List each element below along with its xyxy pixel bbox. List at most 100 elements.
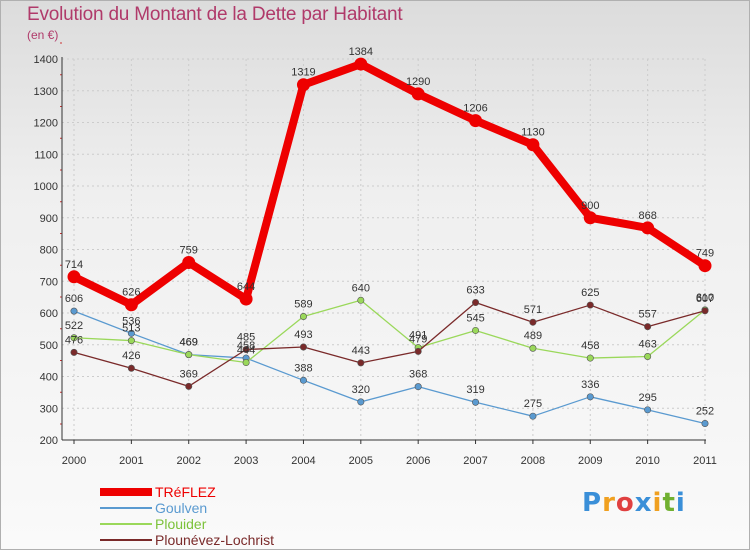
data-point bbox=[354, 57, 368, 71]
data-point bbox=[529, 318, 537, 326]
data-point bbox=[472, 326, 480, 334]
data-label: 443 bbox=[352, 345, 370, 357]
logo-letter: i bbox=[675, 488, 686, 518]
data-label: 1319 bbox=[291, 67, 315, 79]
data-label: 868 bbox=[638, 210, 656, 222]
legend-label: Plounévez-Lochrist bbox=[155, 532, 275, 548]
data-point bbox=[299, 376, 307, 384]
y-tick-label: 1400 bbox=[34, 54, 58, 66]
data-point bbox=[698, 259, 712, 273]
data-point bbox=[586, 393, 594, 401]
x-tick-label: 2006 bbox=[406, 455, 430, 467]
data-label: 458 bbox=[237, 340, 255, 352]
legend-label: TRéFLEZ bbox=[155, 484, 216, 500]
data-point bbox=[529, 344, 537, 352]
y-tick-label: 1200 bbox=[34, 118, 58, 130]
logo-letter: x bbox=[634, 488, 653, 518]
data-point bbox=[299, 312, 307, 320]
y-tick-label: 1100 bbox=[34, 149, 58, 161]
series-line-2 bbox=[73, 299, 706, 364]
data-point bbox=[526, 138, 540, 152]
data-label: 388 bbox=[294, 362, 312, 374]
x-tick-label: 2000 bbox=[62, 455, 86, 467]
legend-label: Goulven bbox=[155, 500, 208, 516]
data-point bbox=[296, 78, 310, 92]
legend-item: Plounévez-Lochrist bbox=[100, 532, 274, 548]
data-label: 295 bbox=[638, 392, 656, 404]
data-label: 336 bbox=[581, 379, 599, 391]
data-label: 444 bbox=[237, 345, 255, 357]
series-line-0 bbox=[72, 60, 708, 309]
data-label: 369 bbox=[180, 368, 198, 380]
y-tick-label: 900 bbox=[40, 213, 58, 225]
logo-letter: t bbox=[662, 488, 676, 518]
data-label: 513 bbox=[122, 323, 140, 335]
data-label: 607 bbox=[696, 293, 714, 305]
y-tick-label: 300 bbox=[40, 403, 58, 415]
data-label: 571 bbox=[524, 304, 542, 316]
data-point bbox=[239, 292, 253, 306]
data-label: 714 bbox=[65, 259, 83, 271]
data-label: 479 bbox=[409, 333, 427, 345]
data-point bbox=[357, 296, 365, 304]
data-point bbox=[127, 329, 135, 337]
chart-legend: TRéFLEZ Goulven Plouider Plounévez-Lochrist bbox=[100, 484, 274, 548]
data-point bbox=[472, 398, 480, 406]
data-label: 469 bbox=[180, 337, 198, 349]
data-label: 633 bbox=[466, 285, 484, 297]
y-tick-label: 400 bbox=[40, 372, 58, 384]
x-tick-label: 2004 bbox=[291, 455, 315, 467]
data-label: 319 bbox=[466, 384, 484, 396]
x-tick-label: 2011 bbox=[693, 455, 717, 467]
data-point bbox=[70, 348, 78, 356]
y-tick-label: 800 bbox=[40, 245, 58, 257]
logo-letter: o bbox=[615, 488, 635, 518]
data-label: 536 bbox=[122, 315, 140, 327]
data-label: 458 bbox=[581, 340, 599, 352]
legend-swatch bbox=[100, 488, 152, 496]
data-point bbox=[529, 412, 537, 420]
data-point bbox=[701, 419, 709, 427]
y-tick-label: 500 bbox=[40, 340, 58, 352]
data-point bbox=[299, 343, 307, 351]
legend-item: Goulven bbox=[100, 500, 274, 516]
legend-swatch bbox=[100, 539, 152, 541]
data-point bbox=[127, 364, 135, 372]
data-point bbox=[357, 359, 365, 367]
logo-letter: P bbox=[582, 488, 603, 518]
data-label: 900 bbox=[581, 200, 599, 212]
data-label: 469 bbox=[180, 337, 198, 349]
data-point bbox=[644, 323, 652, 331]
data-point bbox=[586, 301, 594, 309]
data-label: 625 bbox=[581, 287, 599, 299]
data-label: 489 bbox=[524, 330, 542, 342]
data-point bbox=[182, 256, 196, 270]
data-point bbox=[472, 299, 480, 307]
data-point bbox=[583, 211, 597, 225]
series-line-1 bbox=[73, 310, 706, 425]
data-label: 491 bbox=[409, 330, 427, 342]
data-label: 1130 bbox=[521, 127, 545, 139]
x-tick-label: 2010 bbox=[635, 455, 659, 467]
x-tick-label: 2001 bbox=[119, 455, 143, 467]
data-point bbox=[67, 270, 81, 284]
data-point bbox=[414, 347, 422, 355]
data-label: 545 bbox=[466, 312, 484, 324]
data-point bbox=[242, 346, 250, 354]
y-tick-label: 700 bbox=[40, 276, 58, 288]
data-label: 1290 bbox=[406, 76, 430, 88]
data-label: 606 bbox=[65, 293, 83, 305]
data-label: 493 bbox=[294, 329, 312, 341]
data-point bbox=[411, 87, 425, 101]
data-label: 522 bbox=[65, 320, 83, 332]
logo-letter: i bbox=[652, 488, 663, 518]
data-label: 252 bbox=[696, 405, 714, 417]
x-tick-label: 2007 bbox=[463, 455, 487, 467]
data-label: 275 bbox=[524, 398, 542, 410]
data-label: 626 bbox=[122, 287, 140, 299]
data-label: 640 bbox=[352, 282, 370, 294]
data-label: 644 bbox=[237, 281, 255, 293]
data-point bbox=[414, 383, 422, 391]
